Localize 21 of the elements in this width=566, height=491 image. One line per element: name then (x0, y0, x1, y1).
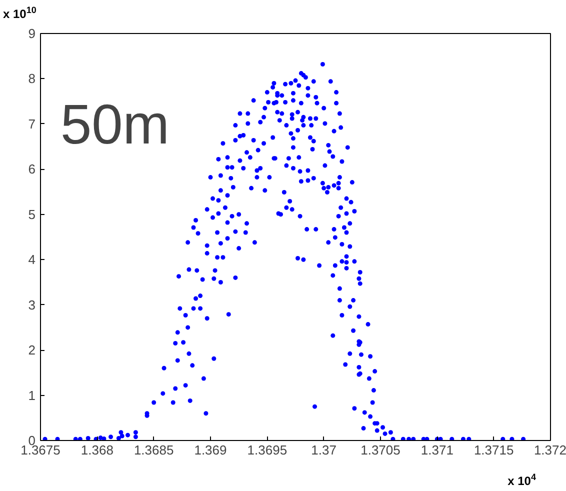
annotation: 50m (60, 92, 170, 156)
text: x 10$^{10}$ (3, 4, 36, 23)
x-tick-label: 1.3695 (247, 442, 288, 458)
x-tick-label: 1.37 (311, 442, 336, 458)
x-tick-label: 1.3715 (474, 442, 514, 458)
x-tick-label: 1.368 (80, 442, 114, 458)
y-tick-label: 6 (28, 162, 36, 177)
y-tick-label: 3 (28, 297, 36, 312)
x-tick-label: 1.371 (420, 442, 454, 458)
x-tick-label: 1.3685 (134, 442, 174, 458)
y-tick-label: 4 (28, 252, 36, 268)
x-tick-label: 1.3705 (360, 442, 400, 458)
y-tick-label: 1 (28, 388, 36, 403)
text: x 10$^{4}$ (508, 471, 536, 490)
y-tick-label: 2 (28, 342, 36, 358)
y-tick-label: 5 (28, 206, 36, 222)
y-tick-label: 7 (28, 116, 36, 132)
y-tick-label: 8 (28, 71, 36, 86)
x-tick-label: 1.372 (534, 442, 566, 458)
y-tick-label: 9 (28, 26, 36, 41)
x-tick-label: 1.369 (194, 442, 227, 458)
